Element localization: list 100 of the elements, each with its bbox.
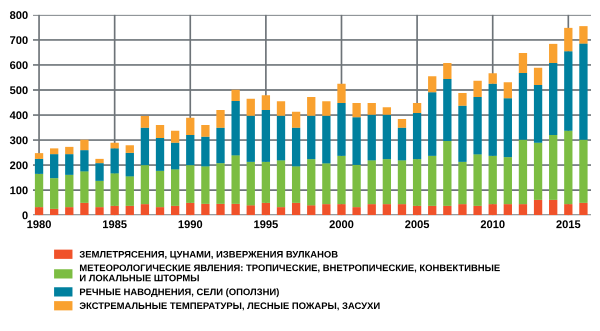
bar [337, 84, 346, 104]
bar [50, 178, 58, 209]
bar [488, 84, 497, 156]
bar [549, 62, 558, 136]
bar [126, 206, 134, 216]
bar [488, 156, 497, 204]
bar [428, 206, 436, 216]
bar [443, 62, 452, 79]
bar [231, 101, 240, 156]
bar [518, 52, 528, 73]
bar [65, 207, 74, 216]
bar [80, 150, 89, 172]
bar [276, 207, 286, 216]
bar [307, 116, 316, 160]
bar [488, 204, 497, 216]
bar [95, 158, 104, 164]
y-tick-label: 800 [10, 11, 28, 20]
bar [382, 204, 392, 216]
bar [337, 156, 346, 204]
bar [126, 176, 134, 206]
bar [473, 154, 482, 206]
bar [428, 76, 436, 92]
bar [458, 106, 467, 162]
bar [473, 206, 482, 216]
bar [201, 166, 210, 204]
bar [352, 117, 361, 165]
bar [337, 103, 346, 156]
bar [156, 125, 164, 138]
x-tick-label: 2015 [556, 220, 580, 228]
bar [201, 136, 210, 166]
bar [368, 204, 376, 216]
bar [443, 141, 452, 206]
bar [504, 82, 512, 98]
bar [110, 173, 119, 206]
bar [201, 125, 210, 137]
bar [412, 206, 422, 216]
bar [292, 128, 300, 166]
bar [534, 84, 542, 143]
bar [518, 140, 528, 204]
bar [262, 162, 270, 203]
bar [170, 142, 180, 170]
bar [579, 140, 588, 203]
bar [50, 154, 58, 178]
bar [337, 204, 346, 216]
bar [50, 148, 58, 154]
bar [549, 200, 558, 216]
bar [534, 68, 542, 85]
bar [65, 174, 74, 208]
bar [201, 204, 210, 216]
bar [458, 162, 467, 204]
bar [368, 103, 376, 115]
bar [322, 163, 331, 204]
bar [322, 116, 331, 164]
bar [352, 207, 361, 216]
bar [80, 202, 89, 216]
bar [140, 165, 150, 204]
bar [65, 146, 74, 154]
bar [170, 169, 180, 206]
bar [518, 72, 528, 140]
bar [246, 98, 255, 116]
bar [156, 138, 164, 171]
bar [110, 142, 119, 148]
bar [443, 206, 452, 216]
bar [170, 206, 180, 216]
bar [534, 200, 542, 216]
bar [65, 154, 74, 175]
x-tick-label: 2000 [330, 220, 354, 228]
bar [126, 152, 134, 176]
bar [398, 128, 406, 160]
bar [398, 160, 406, 204]
bar [80, 140, 89, 150]
legend-label: ЗЕМЛЕТРЯСЕНИЯ, ЦУНАМИ, ИЗВЕРЖЕНИЯ ВУЛКАНОВ [80, 250, 338, 260]
y-tick-label: 500 [10, 86, 28, 94]
bar [564, 204, 572, 216]
bar [216, 163, 225, 204]
bar [428, 92, 436, 156]
bar [307, 159, 316, 206]
bar [428, 156, 436, 206]
bar [246, 205, 255, 216]
bar [276, 160, 286, 208]
bar [262, 110, 270, 162]
bar [186, 135, 194, 166]
bar [549, 44, 558, 63]
bar [156, 170, 164, 208]
bar [504, 157, 512, 204]
bar [140, 116, 150, 128]
bar [368, 114, 376, 160]
bar [322, 204, 331, 216]
bar [95, 207, 104, 216]
bar [292, 202, 300, 216]
bar [34, 153, 44, 159]
bar [473, 97, 482, 154]
bar [140, 204, 150, 216]
bar [292, 112, 300, 128]
bar [34, 158, 44, 174]
bar [156, 207, 164, 216]
bar [246, 162, 255, 206]
bar [140, 128, 150, 166]
bar [216, 110, 225, 128]
x-tick-label: 2010 [480, 220, 505, 228]
